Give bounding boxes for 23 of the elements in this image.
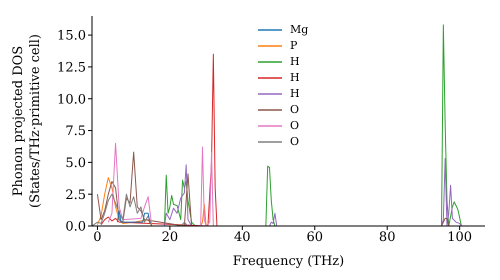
x-tick-label: 60: [306, 230, 324, 246]
y-tick-label: 2.5: [65, 188, 86, 203]
legend-label: H: [290, 54, 300, 70]
y-tick-label: 12.5: [57, 60, 86, 76]
legend-label: P: [290, 38, 298, 54]
legend-label: H: [290, 70, 300, 86]
x-tick-label: 100: [447, 230, 472, 246]
legend-label: H: [290, 86, 300, 102]
y-tick-label: 10.0: [57, 92, 86, 108]
x-tick-label: 80: [378, 230, 396, 246]
x-tick-label: 20: [162, 230, 178, 246]
y-tick-label: 0.0: [65, 220, 86, 235]
y-tick-label: 7.5: [65, 124, 86, 140]
x-tick-label: 40: [234, 230, 251, 246]
legend-label: Mg: [290, 22, 308, 38]
legend-label: O: [290, 134, 300, 150]
legend-label: O: [290, 102, 300, 118]
y-tick-label: 15.0: [57, 28, 86, 44]
y-tick-label: 5.0: [65, 156, 86, 171]
x-tick-label: 0: [93, 230, 102, 246]
x-axis-title: Frequency (THz): [232, 254, 344, 270]
y-axis-title: Phonon projected DOS (States/THz·primitive cell): [11, 34, 43, 208]
legend-label: O: [290, 118, 300, 134]
